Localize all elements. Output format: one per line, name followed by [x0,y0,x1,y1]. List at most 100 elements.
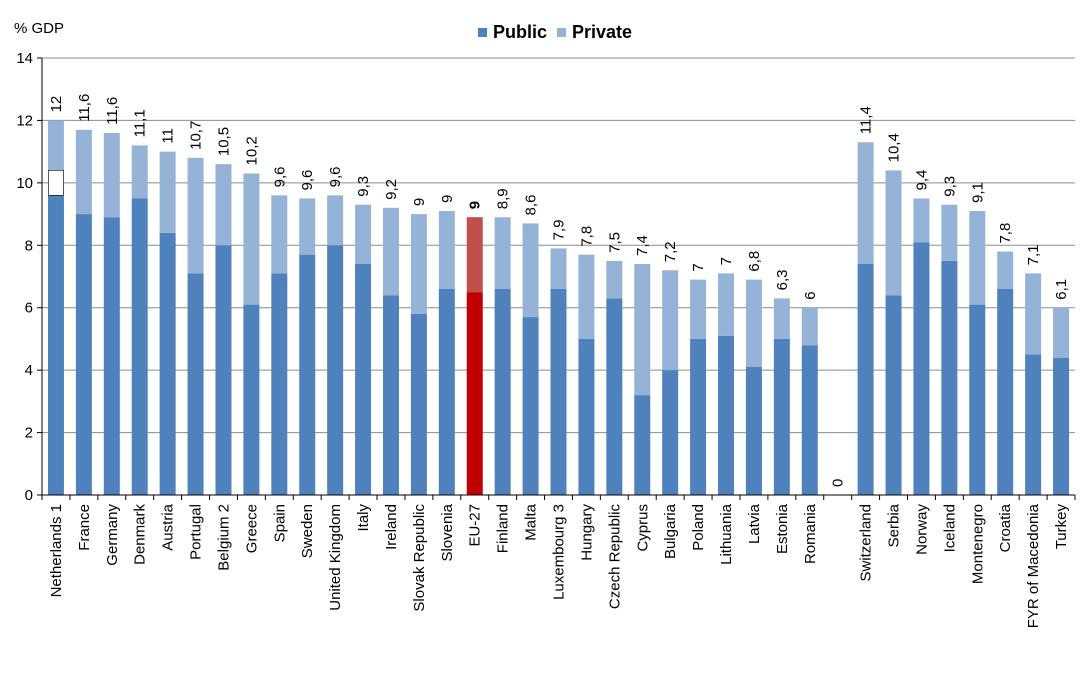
legend-label-public: Public [493,22,548,42]
bar-segment-public [1025,354,1042,495]
category-label: Slovenia [439,503,456,561]
value-label: 11,6 [76,94,93,122]
bar-segment-public [271,273,288,495]
bar-segment-public [745,367,762,495]
bar-segment-private [1025,273,1042,355]
category-label: Belgium 2 [215,504,232,571]
bar-segment-private [578,254,595,339]
category-label: Estonia [774,503,791,554]
category-label: Lithuania [718,503,735,565]
bar-segment-public [969,304,986,495]
value-label: 9,2 [383,179,400,200]
category-label: Czech Republic [606,504,623,610]
x-axis-labels: Netherlands 1 France Germany Denmark Austria… [48,503,1070,628]
value-label: 7,8 [578,226,595,247]
bar-segment-public [187,273,204,495]
bar-segment-public [215,245,232,495]
bar-segment-private [438,210,455,289]
bar-segment-public [243,304,260,495]
bar-segment-private [131,145,148,199]
bar-segment-private [997,251,1014,289]
value-label: 9,6 [327,166,344,187]
category-label: Montenegro [969,504,986,584]
bar-segment-public [690,338,707,495]
value-label: 7 [718,257,735,265]
bar-segment-private [634,264,651,396]
value-label: 9 [411,198,428,206]
bar-segment-private [271,195,288,274]
value-label: 10,2 [243,136,260,165]
value-label: 9 [467,201,484,209]
bar-segment-public [773,338,790,495]
category-label: Latvia [746,503,763,544]
y-tick-label: 12 [16,112,33,129]
category-label: Sweden [299,504,316,558]
legend: Public Private [478,22,642,43]
category-label: Portugal [188,504,205,560]
value-label: 11,4 [858,106,875,134]
y-tick-label: 0 [25,487,33,504]
value-label: 8,9 [495,188,512,209]
bar-segment-public [662,370,679,495]
bar-segment-public [997,288,1014,495]
bar-segment-private [745,279,762,368]
bar-segment-private [355,204,372,265]
value-label: 12 [48,96,65,113]
value-label: 7,9 [551,220,568,241]
category-label: Italy [355,504,372,532]
bar-segment-public [355,264,372,495]
category-label: France [76,504,93,551]
value-label: 7 [690,263,707,271]
category-label: Netherlands 1 [48,504,65,597]
bar-segment-public [522,317,539,495]
bar-segment-public [299,254,316,495]
category-label: EU-27 [467,504,484,547]
bar-segment-public [913,242,930,495]
category-label: Croatia [997,503,1014,552]
category-label: Iceland [941,504,958,552]
value-label: 8,6 [523,195,540,216]
y-tick-label: 6 [25,300,33,317]
bar-segment-private [75,129,92,215]
bar-segment-public [438,288,455,495]
category-label: Finland [495,504,512,553]
bar-segment-public [103,217,120,495]
category-label: FYR of Macedonia [1025,503,1042,628]
bar-segment-private [103,132,120,218]
value-label: 9,3 [941,176,958,197]
bar-segment-public [47,195,64,496]
bar-segment-public [410,313,427,495]
category-label: Turkey [1053,504,1070,550]
bar-segment-private [857,142,874,265]
category-label: Switzerland [858,504,875,582]
y-tick-label: 8 [25,237,33,254]
value-label: 7,2 [662,241,679,262]
bar-segment-private [327,195,344,246]
bar-segment-public [857,264,874,495]
bar-segment-public [131,198,148,495]
value-label: 9,3 [355,176,372,197]
category-label: Spain [271,504,288,542]
category-label: Norway [913,504,930,555]
value-label: 11,1 [132,109,149,137]
y-axis-title: % GDP [14,20,65,37]
value-label: 11,6 [104,97,121,125]
bar-segment-private [718,273,735,336]
category-label: Serbia [886,503,903,547]
bar-segment-public [382,295,399,495]
category-label: Cyprus [634,504,651,552]
bar-segment-private [801,307,818,346]
category-label: Denmark [132,504,149,565]
legend-swatch-public [478,28,487,37]
legend-item-private: Private [557,22,632,43]
bar-segment-public [550,288,567,495]
bar-segment-unallocated [48,170,64,196]
bar-segment-private [215,164,232,246]
bar-segment-private [913,198,930,243]
value-label: 9,6 [299,170,316,191]
bar-segment-private [941,204,958,261]
value-label: 7,4 [634,235,651,256]
bar-segment-private [494,217,511,289]
category-label: United Kingdom [327,504,344,611]
